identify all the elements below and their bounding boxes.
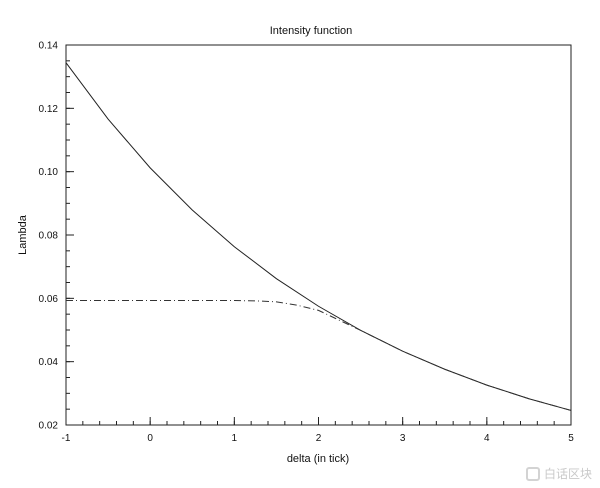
y-tick-label: 0.02	[39, 421, 59, 432]
y-tick-label: 0.06	[39, 294, 59, 305]
y-tick-label: 0.14	[39, 41, 59, 52]
series-line-2	[66, 300, 572, 411]
y-tick-label: 0.08	[39, 231, 59, 242]
x-tick-label: 3	[400, 433, 406, 444]
y-tick-label: 0.04	[39, 357, 59, 368]
x-tick-label: 1	[232, 433, 238, 444]
x-tick-label: 5	[568, 433, 574, 444]
watermark: 白话区块	[525, 465, 592, 482]
plot-frame	[65, 44, 572, 426]
chart-title: Intensity function	[270, 25, 353, 37]
y-tick-label: 0.12	[39, 104, 59, 115]
watermark-text: 白话区块	[543, 467, 592, 481]
watermark-logo-icon	[525, 466, 540, 481]
y-axis-label: Lambda	[17, 214, 29, 255]
x-tick-label: -1	[62, 433, 71, 444]
y-tick-label: 0.10	[39, 167, 59, 178]
x-tick-label: 0	[147, 433, 153, 444]
x-tick-label: 4	[484, 433, 490, 444]
x-tick-label: 2	[316, 433, 322, 444]
x-axis-label: delta (in tick)	[287, 453, 349, 465]
series-line-1	[65, 62, 572, 411]
